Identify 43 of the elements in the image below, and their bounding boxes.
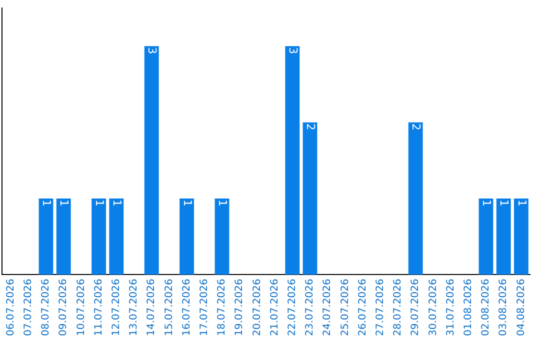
x-tick-label: 06.07.2026	[5, 278, 16, 336]
data-label: 1	[180, 200, 194, 207]
x-tick-label: 23.07.2026	[304, 278, 316, 336]
x-tick-label: 28.07.2026	[392, 278, 404, 336]
data-label: 1	[498, 200, 511, 207]
x-tick-label: 19.07.2026	[234, 278, 246, 336]
x-tick-label: 31.07.2026	[445, 278, 456, 336]
x-tick-label: 21.07.2026	[269, 278, 280, 336]
data-label: 1	[92, 200, 106, 207]
x-tick-label: 17.07.2026	[198, 278, 210, 336]
x-tick-label: 16.07.2026	[181, 278, 192, 336]
x-tick-label: 13.07.2026	[128, 278, 140, 336]
data-label: 1	[216, 200, 230, 207]
x-tick-label: 01.08.2026	[462, 278, 474, 336]
x-tick-label: 10.07.2026	[76, 278, 87, 336]
x-tick-label: 29.07.2026	[410, 278, 422, 336]
x-tick-label: 22.07.2026	[286, 278, 298, 336]
x-tick-label: 25.07.2026	[340, 278, 351, 336]
x-tick-label: 07.07.2026	[22, 278, 34, 336]
data-label: 2	[410, 123, 423, 130]
x-tick-label: 26.07.2026	[357, 278, 368, 336]
data-label: 1	[515, 200, 528, 207]
data-label: 3	[146, 47, 159, 54]
data-label: 1	[110, 200, 124, 207]
x-tick-label: 30.07.2026	[428, 278, 439, 336]
x-tick-label: 12.07.2026	[110, 278, 122, 336]
data-label: 2	[304, 123, 318, 130]
x-tick-label: 11.07.2026	[93, 278, 104, 336]
x-tick-label: 02.08.2026	[480, 278, 492, 336]
x-tick-label: 24.07.2026	[322, 278, 334, 336]
x-tick-label: 27.07.2026	[374, 278, 386, 336]
x-tick-label: 03.08.2026	[498, 278, 510, 336]
x-tick-label: 14.07.2026	[146, 278, 158, 336]
x-tick-label: 18.07.2026	[216, 278, 228, 336]
x-tick-label: 20.07.2026	[252, 278, 263, 336]
x-tick-label: 04.08.2026	[516, 278, 527, 336]
data-label: 1	[480, 200, 494, 207]
data-label: 1	[40, 200, 54, 207]
x-tick-label: 09.07.2026	[58, 278, 70, 336]
x-tick-label: 15.07.2026	[164, 278, 175, 336]
data-label: 3	[286, 47, 300, 54]
data-label: 1	[58, 200, 71, 207]
x-tick-label: 08.07.2026	[40, 278, 52, 336]
